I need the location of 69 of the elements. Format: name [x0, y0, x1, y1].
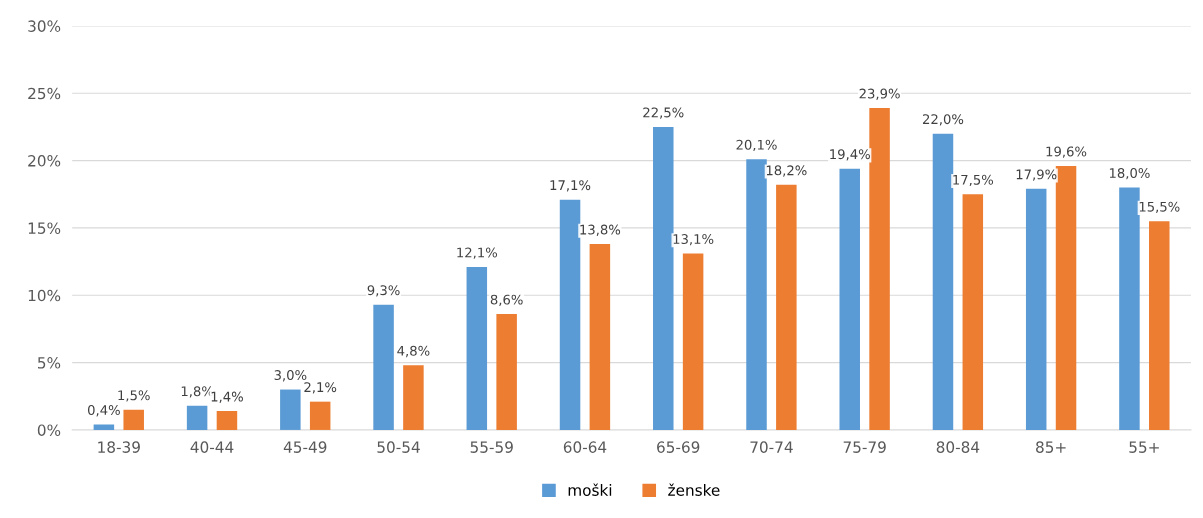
data-label: 1,5%	[118, 390, 150, 402]
data-label: 17,9%	[1016, 169, 1057, 181]
x-tick-label: 75-79	[843, 441, 886, 453]
data-label: 18,0%	[1109, 168, 1150, 180]
x-tick-label: 45-49	[283, 441, 327, 453]
y-tick-label: 20%	[28, 155, 61, 167]
x-tick-label: 60-64	[563, 441, 607, 453]
y-tick-label: 10%	[28, 289, 61, 302]
x-tick-label: 85+	[1036, 441, 1066, 453]
y-tick-label: 5%	[38, 357, 61, 369]
y-tick-label: 0%	[37, 424, 61, 436]
data-label: 12,1%	[457, 247, 498, 259]
bar	[932, 133, 954, 430]
data-label: 23,9%	[859, 88, 900, 100]
data-label: 17,5%	[953, 174, 994, 187]
data-label: 22,0%	[922, 114, 964, 126]
bar	[1055, 165, 1077, 430]
bar	[216, 411, 238, 430]
bar	[589, 244, 611, 430]
data-label: 1,8%	[181, 386, 214, 398]
bar	[186, 405, 208, 430]
data-label: 2,1%	[304, 382, 337, 394]
data-label: 0,4%	[87, 405, 120, 417]
x-tick-label: 65-69	[657, 441, 700, 453]
bar	[496, 314, 517, 430]
bar	[962, 194, 984, 430]
legend-label: moški	[568, 483, 612, 496]
data-label: 3,0%	[274, 370, 307, 382]
x-tick-label: 55-59	[470, 441, 513, 453]
data-label: 18,2%	[766, 165, 807, 177]
data-label: 20,1%	[736, 139, 777, 152]
bar	[123, 409, 144, 430]
data-label: 13,1%	[673, 234, 714, 246]
y-tick-label: 25%	[28, 87, 61, 100]
bar	[682, 253, 704, 430]
bar	[1119, 187, 1140, 430]
bar	[373, 304, 394, 430]
y-tick-label: 15%	[28, 222, 61, 234]
data-label: 19,4%	[830, 149, 870, 161]
legend-label: ženske	[668, 483, 720, 496]
bar	[746, 159, 767, 430]
bar	[1149, 221, 1170, 430]
bar	[869, 108, 890, 430]
x-tick-label: 80-84	[936, 441, 980, 453]
x-tick-label: 40-44	[190, 441, 234, 453]
data-label: 15,5%	[1139, 201, 1180, 214]
x-tick-label: 55+	[1129, 441, 1159, 453]
bar	[93, 424, 115, 430]
data-label: 9,3%	[367, 285, 400, 297]
x-tick-label: 70-74	[750, 441, 793, 453]
data-label: 1,4%	[211, 391, 243, 403]
data-label: 13,8%	[580, 224, 621, 236]
bar	[559, 199, 581, 430]
data-label: 8,6%	[490, 294, 523, 306]
data-label: 4,8%	[397, 345, 430, 358]
data-label: 19,6%	[1046, 146, 1087, 158]
x-tick-label: 50-54	[377, 441, 420, 453]
bar	[280, 389, 301, 430]
bar	[776, 184, 797, 430]
bar	[403, 365, 424, 430]
y-tick-label: 30%	[28, 20, 61, 32]
data-label: 22,5%	[643, 107, 684, 119]
bar	[653, 126, 674, 430]
data-label: 17,1%	[550, 180, 591, 192]
bar	[309, 401, 331, 430]
bar	[466, 266, 488, 430]
bar	[839, 168, 860, 430]
x-tick-label: 18-39	[98, 441, 140, 453]
bar	[1025, 188, 1047, 430]
